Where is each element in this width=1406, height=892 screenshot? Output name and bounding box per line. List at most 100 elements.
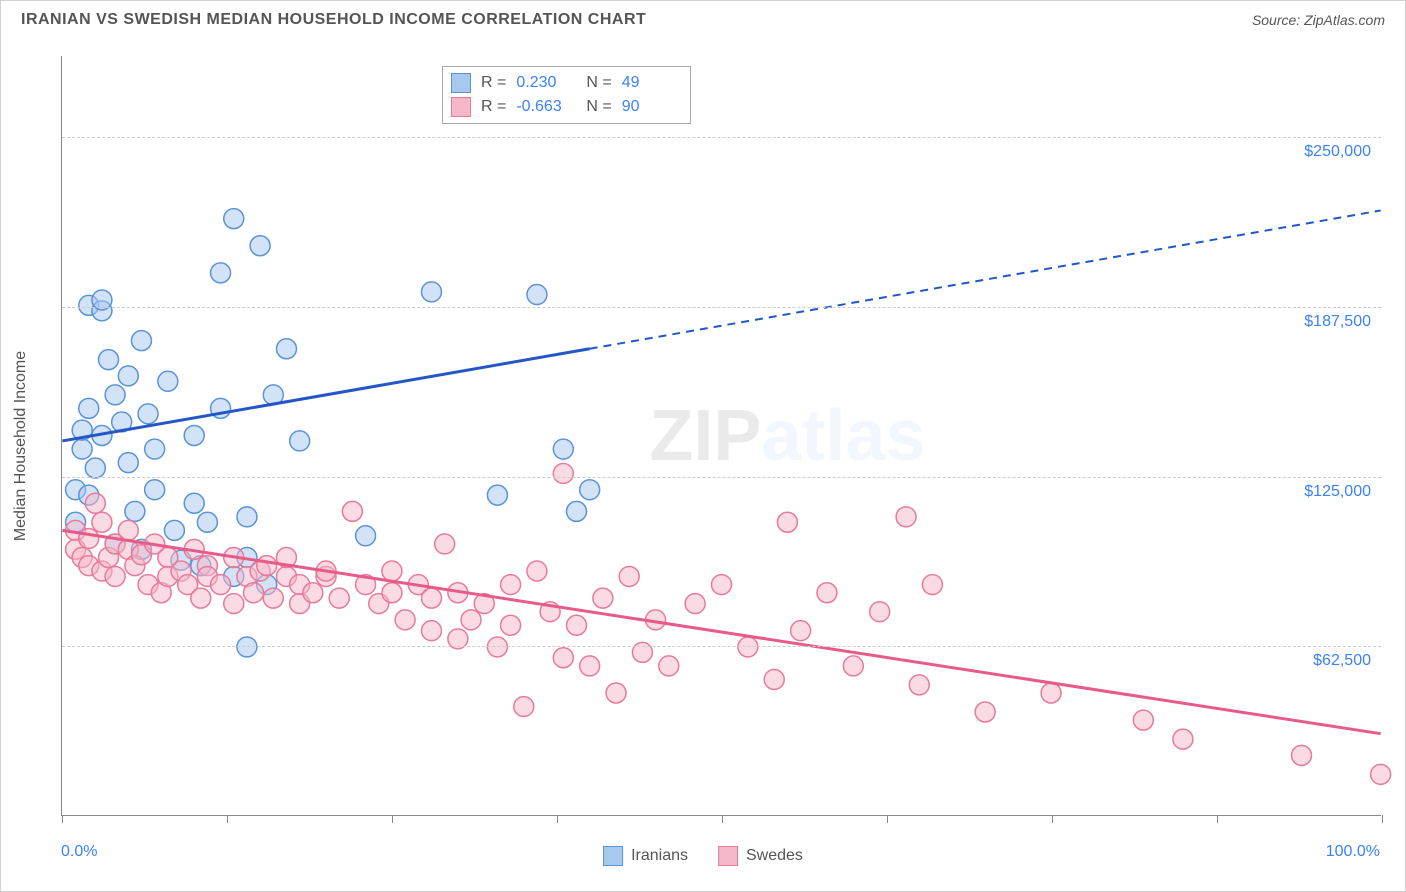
data-point bbox=[125, 501, 145, 521]
trend-line-dashed bbox=[590, 211, 1381, 349]
data-point bbox=[250, 236, 270, 256]
data-point bbox=[211, 263, 231, 283]
data-point bbox=[514, 697, 534, 717]
header: IRANIAN VS SWEDISH MEDIAN HOUSEHOLD INCO… bbox=[1, 1, 1405, 34]
data-point bbox=[145, 480, 165, 500]
data-point bbox=[870, 602, 890, 622]
data-point bbox=[224, 594, 244, 614]
data-point bbox=[329, 588, 349, 608]
data-point bbox=[191, 588, 211, 608]
data-point bbox=[395, 610, 415, 630]
data-point bbox=[382, 561, 402, 581]
r-value: -0.663 bbox=[516, 98, 576, 116]
data-point bbox=[118, 453, 138, 473]
data-point bbox=[145, 439, 165, 459]
data-point bbox=[817, 583, 837, 603]
data-point bbox=[567, 501, 587, 521]
x-tick bbox=[392, 815, 393, 823]
data-point bbox=[1173, 729, 1193, 749]
stats-row: R = 0.230 N = 49 bbox=[451, 71, 682, 95]
n-value: 90 bbox=[622, 98, 682, 116]
r-label: R = bbox=[481, 74, 506, 92]
x-tick bbox=[62, 815, 63, 823]
legend-swatch bbox=[451, 97, 471, 117]
data-point bbox=[263, 588, 283, 608]
scatter-svg bbox=[62, 56, 1381, 815]
gridline bbox=[62, 137, 1381, 138]
data-point bbox=[382, 583, 402, 603]
data-point bbox=[843, 656, 863, 676]
data-point bbox=[158, 371, 178, 391]
y-tick-label: $250,000 bbox=[1304, 143, 1371, 161]
data-point bbox=[435, 534, 455, 554]
data-point bbox=[553, 439, 573, 459]
n-value: 49 bbox=[622, 74, 682, 92]
data-point bbox=[118, 520, 138, 540]
data-point bbox=[224, 209, 244, 229]
data-point bbox=[527, 285, 547, 305]
data-point bbox=[138, 404, 158, 424]
x-tick bbox=[722, 815, 723, 823]
n-label: N = bbox=[586, 98, 611, 116]
trend-line bbox=[62, 349, 589, 441]
data-point bbox=[421, 588, 441, 608]
data-point bbox=[527, 561, 547, 581]
x-label-min: 0.0% bbox=[61, 843, 97, 861]
legend-item: Iranians bbox=[603, 846, 688, 866]
gridline bbox=[62, 307, 1381, 308]
data-point bbox=[909, 675, 929, 695]
data-point bbox=[501, 575, 521, 595]
data-point bbox=[211, 575, 231, 595]
data-point bbox=[421, 282, 441, 302]
x-tick bbox=[1382, 815, 1383, 823]
data-point bbox=[105, 566, 125, 586]
data-point bbox=[105, 385, 125, 405]
data-point bbox=[606, 683, 626, 703]
legend-swatch bbox=[451, 73, 471, 93]
data-point bbox=[164, 520, 184, 540]
data-point bbox=[712, 575, 732, 595]
data-point bbox=[1041, 683, 1061, 703]
data-point bbox=[659, 656, 679, 676]
legend-swatch bbox=[718, 846, 738, 866]
data-point bbox=[184, 426, 204, 446]
data-point bbox=[619, 566, 639, 586]
data-point bbox=[421, 621, 441, 641]
n-label: N = bbox=[586, 74, 611, 92]
data-point bbox=[580, 656, 600, 676]
data-point bbox=[244, 583, 264, 603]
x-tick bbox=[1217, 815, 1218, 823]
legend-swatch bbox=[603, 846, 623, 866]
x-label-max: 100.0% bbox=[1326, 843, 1380, 861]
data-point bbox=[118, 366, 138, 386]
legend-label: Swedes bbox=[746, 847, 803, 865]
chart-container: IRANIAN VS SWEDISH MEDIAN HOUSEHOLD INCO… bbox=[0, 0, 1406, 892]
data-point bbox=[257, 556, 277, 576]
data-point bbox=[777, 512, 797, 532]
data-point bbox=[85, 458, 105, 478]
data-point bbox=[685, 594, 705, 614]
data-point bbox=[290, 431, 310, 451]
data-point bbox=[85, 493, 105, 513]
data-point bbox=[461, 610, 481, 630]
y-tick-label: $187,500 bbox=[1304, 313, 1371, 331]
data-point bbox=[79, 529, 99, 549]
x-tick bbox=[887, 815, 888, 823]
data-point bbox=[1292, 745, 1312, 765]
data-point bbox=[593, 588, 613, 608]
data-point bbox=[764, 669, 784, 689]
r-label: R = bbox=[481, 98, 506, 116]
legend-item: Swedes bbox=[718, 846, 803, 866]
data-point bbox=[356, 526, 376, 546]
stats-row: R = -0.663 N = 90 bbox=[451, 95, 682, 119]
data-point bbox=[896, 507, 916, 527]
data-point bbox=[72, 439, 92, 459]
y-tick-label: $125,000 bbox=[1304, 483, 1371, 501]
data-point bbox=[501, 615, 521, 635]
data-point bbox=[553, 463, 573, 483]
trend-line bbox=[62, 530, 1380, 733]
series-legend: Iranians Swedes bbox=[603, 846, 803, 866]
data-point bbox=[197, 512, 217, 532]
plot-area: ZIPatlas R = 0.230 N = 49 R = -0.663 N =… bbox=[61, 56, 1381, 816]
x-tick bbox=[557, 815, 558, 823]
